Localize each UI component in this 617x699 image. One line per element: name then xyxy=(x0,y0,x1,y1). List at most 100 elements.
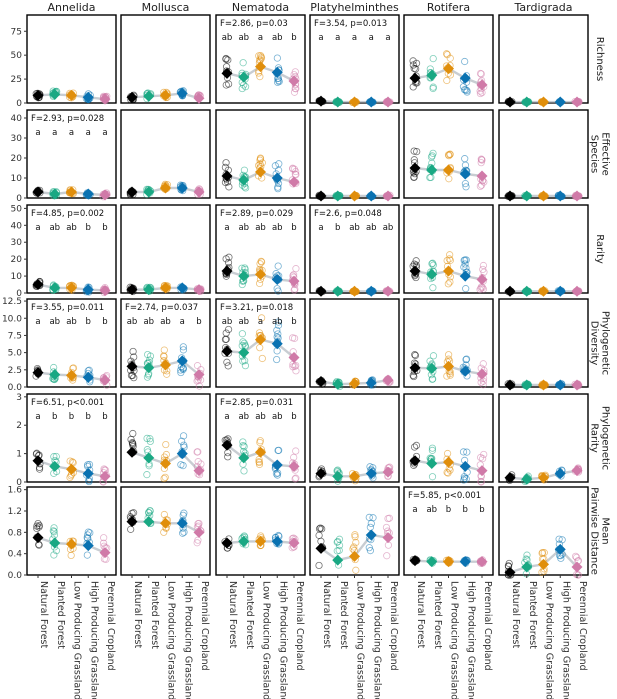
posthoc-letter: ab xyxy=(49,223,60,233)
x-tick-label: High Producing Grassland xyxy=(182,581,193,699)
posthoc-letter: a xyxy=(224,412,229,422)
posthoc-letter: b xyxy=(102,317,107,327)
panel xyxy=(121,487,210,575)
panel-frame xyxy=(499,299,588,387)
row-title-line: Phylogenetic xyxy=(600,406,611,470)
posthoc-letter: ab xyxy=(272,223,283,233)
panel xyxy=(404,299,493,388)
x-tick-label: Perennial Cropland xyxy=(105,581,116,671)
posthoc-letter: a xyxy=(102,128,107,138)
panel xyxy=(121,110,210,198)
row-title: Rarity xyxy=(594,234,605,264)
row-title: PhylogeneticRarity xyxy=(589,406,611,470)
posthoc-letter: ab xyxy=(272,317,283,327)
posthoc-letter: a xyxy=(224,223,229,233)
panel-frame xyxy=(27,15,116,103)
x-tick-label: Low Producing Grassland xyxy=(449,581,460,699)
column-title: Tardigrada xyxy=(514,1,573,14)
panel: F=3.55, p=0.011aababbb xyxy=(27,299,116,388)
x-tick-label: High Producing Grassland xyxy=(465,581,476,699)
panel xyxy=(499,110,588,202)
posthoc-letter: a xyxy=(412,505,417,515)
panel xyxy=(121,205,210,295)
y-tick-label: 0.0 xyxy=(8,571,23,581)
y-tick-label: 75 xyxy=(11,27,22,37)
posthoc-letter: ab xyxy=(238,412,249,422)
x-tick-label: Perennial Cropland xyxy=(388,581,399,671)
posthoc-letter: b xyxy=(102,412,107,422)
x-tick-label: Low Producing Grassland xyxy=(72,581,83,699)
row-title-line: Rarity xyxy=(589,423,600,453)
posthoc-letter: ab xyxy=(160,317,171,327)
posthoc-letter: b xyxy=(335,223,340,233)
y-axes: 0255075010203040010203040500.02.55.07.51… xyxy=(2,27,27,581)
posthoc-letter: b xyxy=(291,317,296,327)
anova-stat-label: F=3.55, p=0.011 xyxy=(31,303,104,313)
posthoc-letter: b xyxy=(463,505,468,515)
panel xyxy=(499,205,588,297)
x-tick-label: Planted Forest xyxy=(244,581,255,649)
y-tick-label: 1.2 xyxy=(8,507,22,517)
row-title-line: Diversity xyxy=(589,321,600,366)
y-tick-label: 0 xyxy=(16,99,22,109)
posthoc-letter: ab xyxy=(383,223,394,233)
posthoc-letter: a xyxy=(258,33,263,43)
column-title: Nematoda xyxy=(232,1,289,14)
y-tick-label: 40 xyxy=(11,114,23,124)
y-tick-label: 7.5 xyxy=(8,331,22,341)
panel-frame xyxy=(310,299,399,387)
posthoc-letter: b xyxy=(52,412,57,422)
posthoc-letter: a xyxy=(180,317,185,327)
panel: F=2.86, p=0.03ababaabb xyxy=(216,15,305,103)
posthoc-letter: ab xyxy=(66,223,77,233)
panel: F=2.6, p=0.048abababab xyxy=(310,205,399,297)
y-tick-label: 10 xyxy=(11,272,23,282)
posthoc-letter: b xyxy=(291,33,296,43)
x-tick-label: Perennial Cropland xyxy=(482,581,493,671)
posthoc-letter: a xyxy=(69,128,74,138)
anova-stat-label: F=2.86, p=0.03 xyxy=(220,19,288,29)
posthoc-letter: a xyxy=(35,128,40,138)
panel xyxy=(404,15,493,103)
x-tick-label: Planted Forest xyxy=(527,581,538,649)
row-title: EffectiveSpecies xyxy=(589,132,611,176)
posthoc-letter: ab xyxy=(222,317,233,327)
panel-frame xyxy=(404,15,493,103)
row-title-line: Species xyxy=(589,135,600,174)
x-tick-label: High Producing Grassland xyxy=(88,581,99,699)
posthoc-letter: ab xyxy=(349,223,360,233)
panel: F=3.21, p=0.018ababaabb xyxy=(216,299,305,387)
anova-stat-label: F=2.93, p=0.028 xyxy=(31,114,104,124)
posthoc-letter: ab xyxy=(49,317,60,327)
panel-frame xyxy=(499,205,588,293)
anova-stat-label: F=3.54, p=0.013 xyxy=(314,19,387,29)
panel: F=2.85, p=0.031aabababb xyxy=(216,394,305,482)
posthoc-letter: ab xyxy=(127,317,138,327)
x-tick-label: High Producing Grassland xyxy=(277,581,288,699)
column-title: Rotifera xyxy=(427,1,470,14)
panel xyxy=(310,487,399,575)
panel xyxy=(27,487,116,575)
y-tick-label: 25 xyxy=(11,75,22,85)
x-tick-label: Planted Forest xyxy=(55,581,66,649)
posthoc-letter: ab xyxy=(366,223,377,233)
panel: F=2.93, p=0.028aaaaa xyxy=(27,110,116,201)
posthoc-letter: ab xyxy=(143,317,154,327)
panel: F=6.51, p<0.001abbbb xyxy=(27,394,116,485)
panel-frame xyxy=(216,487,305,575)
y-tick-label: 5.0 xyxy=(8,349,23,359)
posthoc-letter: a xyxy=(369,33,374,43)
panel xyxy=(27,15,116,105)
panel: F=4.85, p=0.002aababbb xyxy=(27,205,116,296)
x-tick-label: Low Producing Grassland xyxy=(544,581,555,699)
y-tick-label: 0.0 xyxy=(8,383,23,393)
y-tick-label: 10.0 xyxy=(2,314,22,324)
x-tick-label: Natural Forest xyxy=(132,581,143,648)
posthoc-letter: a xyxy=(35,223,40,233)
y-tick-label: 20 xyxy=(11,255,23,265)
row-title: MeanPairwise Distance xyxy=(589,487,611,575)
posthoc-letter: b xyxy=(291,412,296,422)
anova-stat-label: F=2.6, p=0.048 xyxy=(314,209,382,219)
panel xyxy=(404,110,493,198)
